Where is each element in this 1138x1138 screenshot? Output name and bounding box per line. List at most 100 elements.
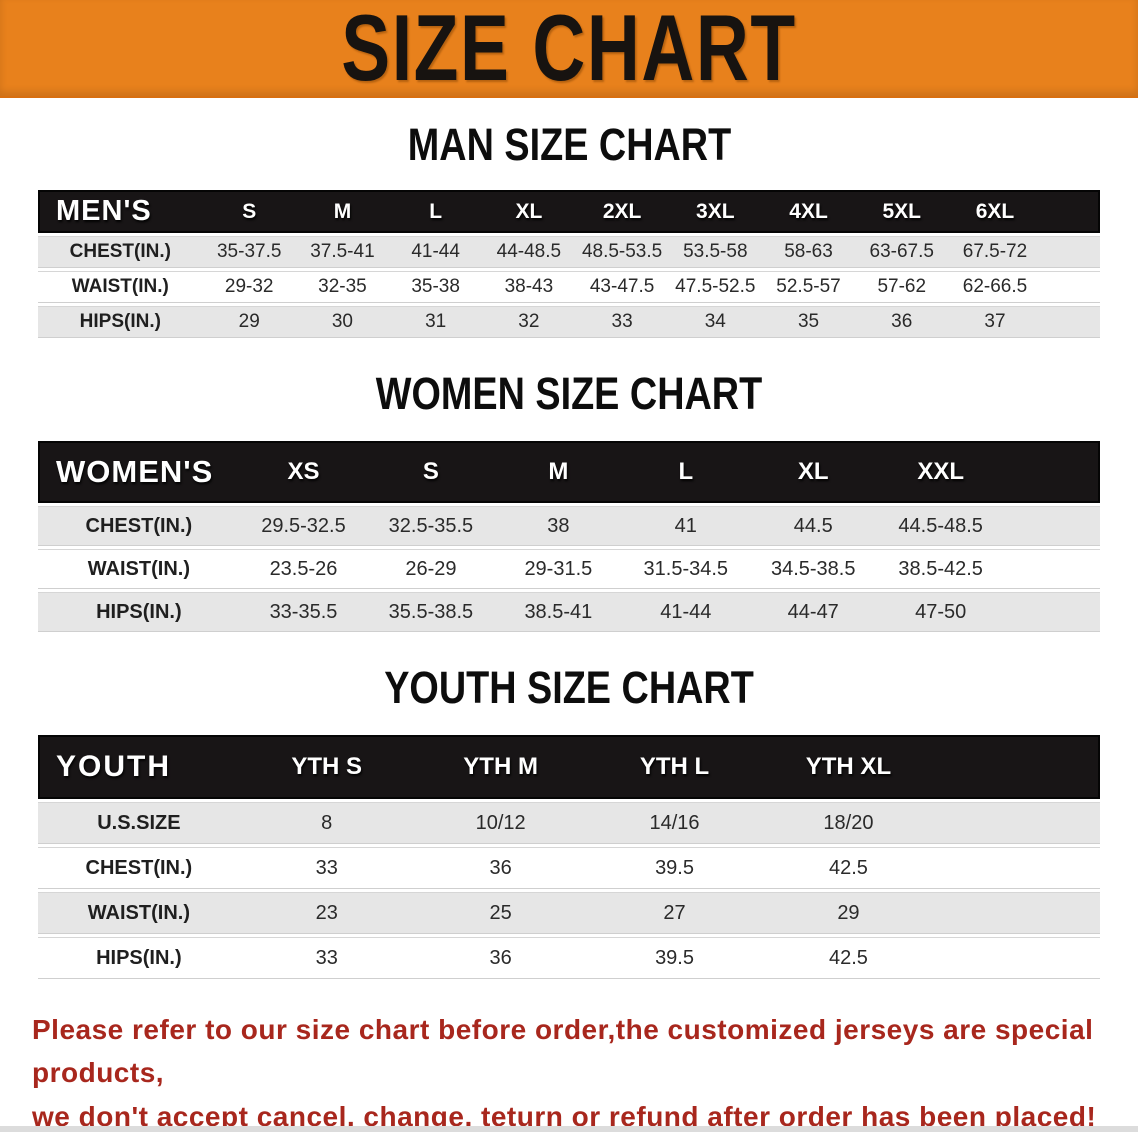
size-column-header: 2XL: [575, 190, 669, 233]
measurement-value: 29-31.5: [494, 549, 623, 589]
size-column-header: M: [494, 441, 623, 503]
measurement-value: 41-44: [622, 592, 750, 632]
measurement-value: 32: [482, 306, 576, 338]
measurement-value: 8: [239, 802, 414, 844]
measurement-value: 35-37.5: [202, 236, 296, 268]
measurement-row: HIPS(IN.) 29 30 31 32 33 34 35 36 37: [38, 306, 1100, 338]
measurement-value: 31: [389, 306, 483, 338]
youth-size-table: YOUTH YTH S YTH M YTH L YTH XL U.S.SIZE 8 10/12…: [38, 732, 1100, 982]
table-corner-label: WOMEN'S: [38, 441, 240, 503]
measurement-value: 36: [413, 937, 588, 979]
measurement-value: 48.5-53.5: [575, 236, 669, 268]
measurement-value: 44.5: [749, 506, 877, 546]
measurement-value: 47.5-52.5: [668, 271, 762, 303]
measurement-value: 34.5-38.5: [749, 549, 877, 589]
measurement-value: 35-38: [389, 271, 483, 303]
measurement-row-label: HIPS(IN.): [38, 937, 240, 979]
row-spacer: [1041, 271, 1100, 303]
size-column-header: YTH L: [587, 735, 762, 799]
measurement-value: 36: [413, 847, 588, 889]
measurement-row-label: CHEST(IN.): [38, 506, 240, 546]
measurement-row: HIPS(IN.) 33 36 39.5 42.5: [38, 937, 1100, 979]
size-chart-banner: SIZE CHART: [0, 0, 1138, 98]
size-column-header: L: [389, 190, 483, 233]
measurement-value: 18/20: [761, 802, 936, 844]
measurement-row: CHEST(IN.) 29.5-32.5 32.5-35.5 38 41 44.5 44.5…: [38, 506, 1100, 546]
measurement-value: 47-50: [876, 592, 1005, 632]
measurement-value: 14/16: [587, 802, 762, 844]
measurement-row: CHEST(IN.) 35-37.5 37.5-41 41-44 44-48.5 48.5…: [38, 236, 1100, 268]
measurement-value: 38.5-41: [494, 592, 623, 632]
measurement-value: 33-35.5: [239, 592, 368, 632]
measurement-value: 26-29: [367, 549, 495, 589]
measurement-value: 38: [494, 506, 623, 546]
measurement-value: 32-35: [295, 271, 390, 303]
banner-title: SIZE CHART: [341, 0, 797, 100]
table-header-row: WOMEN'S XS S M L XL XXL: [38, 441, 1100, 503]
measurement-value: 29-32: [202, 271, 296, 303]
women-size-table: WOMEN'S XS S M L XL XXL CHEST(IN.) 29.5-32.5 32.5…: [38, 438, 1100, 635]
youth-table-wrap: YOUTH YTH S YTH M YTH L YTH XL U.S.SIZE 8 10/12…: [0, 732, 1138, 982]
measurement-value: 10/12: [413, 802, 588, 844]
row-spacer: [935, 937, 1100, 979]
size-column-header: S: [367, 441, 495, 503]
measurement-row: HIPS(IN.) 33-35.5 35.5-38.5 38.5-41 41-44 44-…: [38, 592, 1100, 632]
section-men-size-chart: MAN SIZE CHART MEN'S S M L XL 2XL 3XL 4XL 5XL 6XL…: [0, 122, 1138, 341]
row-spacer: [1004, 592, 1100, 632]
table-header-row: YOUTH YTH S YTH M YTH L YTH XL: [38, 735, 1100, 799]
size-column-header: XL: [749, 441, 877, 503]
measurement-value: 34: [668, 306, 762, 338]
size-column-header: XS: [239, 441, 368, 503]
measurement-value: 39.5: [587, 937, 762, 979]
measurement-row: U.S.SIZE 8 10/12 14/16 18/20: [38, 802, 1100, 844]
order-disclaimer: Please refer to our size chart before or…: [0, 1008, 1138, 1138]
measurement-row-label: WAIST(IN.): [38, 271, 203, 303]
measurement-value: 27: [587, 892, 762, 934]
measurement-value: 33: [575, 306, 669, 338]
measurement-row-label: U.S.SIZE: [38, 802, 240, 844]
row-spacer: [935, 802, 1100, 844]
measurement-value: 35: [761, 306, 856, 338]
measurement-row-label: CHEST(IN.): [38, 847, 240, 889]
size-column-header: L: [622, 441, 750, 503]
bottom-edge-strip: [0, 1126, 1138, 1132]
men-table-wrap: MEN'S S M L XL 2XL 3XL 4XL 5XL 6XL CHEST(IN.) 35-37…: [0, 187, 1138, 341]
measurement-value: 29.5-32.5: [239, 506, 368, 546]
measurement-value: 43-47.5: [575, 271, 669, 303]
measurement-row: WAIST(IN.) 23.5-26 26-29 29-31.5 31.5-34.5 34…: [38, 549, 1100, 589]
measurement-value: 67.5-72: [948, 236, 1042, 268]
header-spacer: [1041, 190, 1100, 233]
measurement-value: 41: [622, 506, 750, 546]
size-column-header: 4XL: [761, 190, 856, 233]
measurement-value: 44-48.5: [482, 236, 576, 268]
row-spacer: [1041, 306, 1100, 338]
table-corner-label: YOUTH: [38, 735, 240, 799]
measurement-row-label: HIPS(IN.): [38, 306, 203, 338]
measurement-value: 62-66.5: [948, 271, 1042, 303]
disclaimer-line-1: Please refer to our size chart before or…: [32, 1014, 1094, 1089]
measurement-value: 37.5-41: [295, 236, 390, 268]
measurement-value: 38-43: [482, 271, 576, 303]
size-column-header: 6XL: [948, 190, 1042, 233]
measurement-value: 39.5: [587, 847, 762, 889]
women-table-wrap: WOMEN'S XS S M L XL XXL CHEST(IN.) 29.5-32.5 32.5…: [0, 438, 1138, 635]
measurement-value: 37: [948, 306, 1042, 338]
measurement-value: 35.5-38.5: [367, 592, 495, 632]
measurement-row-label: CHEST(IN.): [38, 236, 203, 268]
measurement-value: 33: [239, 847, 414, 889]
measurement-value: 33: [239, 937, 414, 979]
measurement-row-label: WAIST(IN.): [38, 549, 240, 589]
size-column-header: YTH M: [413, 735, 588, 799]
row-spacer: [1004, 549, 1100, 589]
measurement-value: 36: [855, 306, 949, 338]
men-section-heading-text: MAN SIZE CHART: [407, 119, 731, 170]
measurement-value: 31.5-34.5: [622, 549, 750, 589]
row-spacer: [1004, 506, 1100, 546]
section-youth-size-chart: YOUTH SIZE CHART YOUTH YTH S YTH M YTH L YTH…: [0, 665, 1138, 982]
measurement-value: 63-67.5: [855, 236, 949, 268]
row-spacer: [935, 847, 1100, 889]
header-spacer: [1004, 441, 1100, 503]
measurement-value: 25: [413, 892, 588, 934]
men-section-heading: MAN SIZE CHART: [0, 122, 1138, 167]
measurement-value: 29: [202, 306, 296, 338]
